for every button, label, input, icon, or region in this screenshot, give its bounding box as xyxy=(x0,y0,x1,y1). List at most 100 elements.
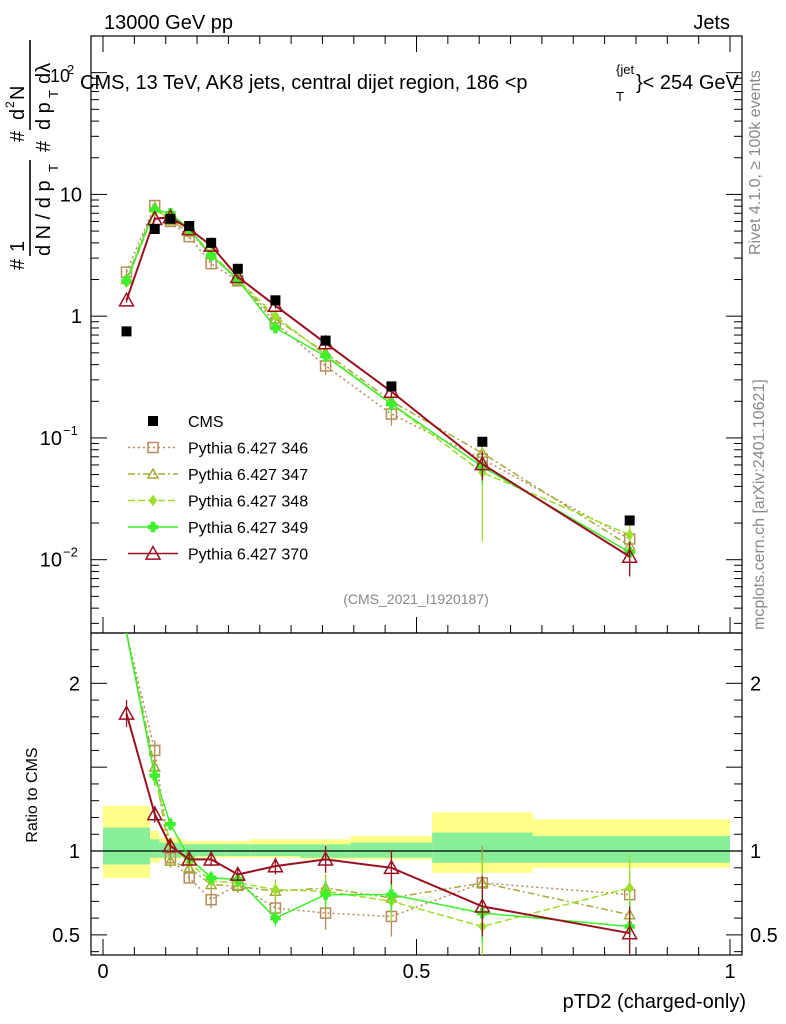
data-point xyxy=(320,350,331,362)
ylabel-d2N-N: N xyxy=(7,86,29,100)
analysis-id: (CMS_2021_I1920187) xyxy=(343,591,489,607)
cms-data-point xyxy=(149,223,160,234)
ratio-point xyxy=(162,837,179,853)
rivet-label: Rivet 4.1.0, ≥ 100k events xyxy=(747,70,764,255)
ratio-point xyxy=(229,865,247,881)
legend-label: Pythia 6.427 346 xyxy=(188,441,308,458)
band-inner xyxy=(150,839,160,858)
ratio-point xyxy=(474,897,491,913)
ylabel-dp: d p xyxy=(33,102,55,130)
ratio-tick-label: 1 xyxy=(69,841,80,863)
ratio-point xyxy=(317,850,334,866)
x-tick-label: 0.5 xyxy=(403,961,431,983)
data-point xyxy=(205,250,217,261)
ratio-line xyxy=(125,633,630,916)
cms-data-point xyxy=(624,515,635,526)
main-plot-series xyxy=(118,199,638,577)
ylabel-dN-sub: T xyxy=(46,164,61,172)
ratio-series-pythia-6-427-346 xyxy=(125,633,636,937)
ratio-series-pythia-6-427-349 xyxy=(125,633,635,952)
series-cms xyxy=(121,213,635,526)
ratio-line xyxy=(125,633,630,928)
band-inner xyxy=(250,844,301,857)
ratio-point xyxy=(621,924,638,940)
ratio-point xyxy=(118,704,135,720)
ratio-point xyxy=(271,883,280,896)
ratio-point xyxy=(164,854,177,866)
ratio-point xyxy=(231,879,245,891)
tick-base: 1 xyxy=(71,306,82,328)
legend: CMS Pythia 6.427 346 Pythia 6.427 347 Pythi… xyxy=(128,414,308,564)
data-point xyxy=(474,455,491,471)
ratio-series-pythia-6-427-370 xyxy=(118,700,638,955)
main-plot-frame xyxy=(90,35,743,634)
ratio-point xyxy=(270,912,281,924)
title-main: CMS, 13 TeV, AK8 jets, central dijet reg… xyxy=(80,72,528,94)
ratio-point xyxy=(165,818,176,830)
cms-data-point xyxy=(386,381,397,392)
tick-base: 10 xyxy=(60,184,82,206)
legend-label: Pythia 6.427 347 xyxy=(188,467,308,484)
legend-label: Pythia 6.427 349 xyxy=(188,520,308,537)
x-tick-label: 1 xyxy=(724,961,735,983)
ratio-point xyxy=(204,878,218,890)
cms-data-point xyxy=(165,213,176,224)
ylabel-hash1: # xyxy=(7,258,29,270)
ratio-series-pythia-6-427-347 xyxy=(125,633,636,940)
ratio-tick-label-right: 0.5 xyxy=(750,925,778,947)
ratio-point xyxy=(205,872,217,884)
legend-entry: Pythia 6.427 346 xyxy=(128,441,308,458)
ratio-point xyxy=(319,907,332,919)
x-axis-ticks: 0 0.5 1 xyxy=(97,36,736,983)
mcplots-label: mcplots.cern.ch [arXiv:2401.10621] xyxy=(751,379,768,630)
ylabel-dN: d N / d p xyxy=(33,180,55,256)
ratio-point xyxy=(146,805,164,821)
main-y-tick-label: 10 xyxy=(60,184,82,206)
cms-data-point xyxy=(184,221,195,232)
cms-data-point xyxy=(270,295,281,306)
tick-exp: −1 xyxy=(63,423,78,438)
legend-entry: Pythia 6.427 370 xyxy=(128,544,308,564)
series-pythia-6-427-349 xyxy=(121,204,635,570)
band-inner xyxy=(181,844,198,857)
ratio-point xyxy=(267,857,284,873)
main-y-tick-label: 1 xyxy=(71,306,82,328)
band-inner xyxy=(350,842,433,858)
cms-data-point xyxy=(232,263,243,274)
ratio-point xyxy=(386,889,397,900)
legend-label: Pythia 6.427 370 xyxy=(188,547,308,564)
main-y-axis-label: # 1 d N / d p T # d 2 N d p T dλ # xyxy=(3,40,61,270)
tick-base: 10 xyxy=(40,550,62,572)
ratio-point xyxy=(320,889,331,900)
legend-entry: CMS xyxy=(148,414,224,431)
cms-data-point xyxy=(206,237,217,248)
data-point xyxy=(270,322,281,334)
ratio-line xyxy=(125,633,630,918)
band-inner xyxy=(103,827,151,865)
ratio-tick-label: 2 xyxy=(69,673,80,695)
band-inner xyxy=(225,844,251,857)
ratio-point xyxy=(202,850,220,866)
ylabel-dlambda: dλ xyxy=(33,63,55,84)
tick-exp: −2 xyxy=(63,545,78,560)
ratio-y-ticks: 0.5 0.5 1 1 2 2 xyxy=(52,649,778,953)
x-axis-label: pTD2 (charged-only) xyxy=(563,991,746,1013)
legend-marker xyxy=(146,467,160,479)
ratio-series-pythia-6-427-348 xyxy=(125,633,634,955)
legend-entry: Pythia 6.427 347 xyxy=(128,467,308,484)
header-left: 13000 GeV pp xyxy=(104,12,233,34)
legend-marker xyxy=(148,494,158,507)
ylabel-dp-sub: T xyxy=(46,90,61,98)
data-point xyxy=(118,291,135,307)
legend-label: Pythia 6.427 348 xyxy=(188,494,308,511)
cms-data-point xyxy=(477,436,488,447)
band-inner xyxy=(532,835,730,863)
ylabel-hash3: # xyxy=(7,130,29,142)
series-line xyxy=(125,206,631,547)
data-point xyxy=(121,275,132,287)
ylabel-d2N-exp: 2 xyxy=(3,101,17,108)
main-y-tick-label: 10 −1 xyxy=(40,423,78,450)
ratio-point xyxy=(205,893,217,906)
series-line xyxy=(125,204,631,540)
